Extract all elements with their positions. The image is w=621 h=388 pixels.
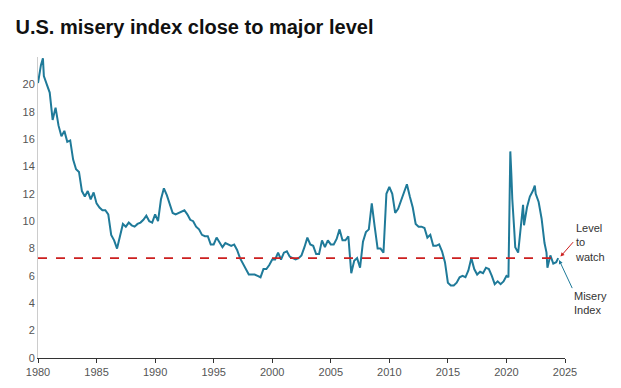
svg-text:0: 0 [29,352,35,364]
svg-text:2005: 2005 [319,366,343,378]
svg-text:2015: 2015 [436,366,460,378]
svg-text:2010: 2010 [377,366,401,378]
svg-text:4: 4 [29,297,35,309]
svg-text:Leveltowatch: Leveltowatch [575,222,605,263]
svg-text:U.S. misery index close to maj: U.S. misery index close to major level [16,16,374,38]
svg-text:12: 12 [23,188,35,200]
svg-text:6: 6 [29,270,35,282]
svg-text:14: 14 [23,160,35,172]
svg-text:2: 2 [29,324,35,336]
svg-text:1985: 1985 [84,366,108,378]
svg-text:1980: 1980 [26,366,50,378]
svg-text:8: 8 [29,242,35,254]
svg-text:2020: 2020 [494,366,518,378]
svg-text:1990: 1990 [143,366,167,378]
svg-text:20: 20 [23,78,35,90]
svg-text:10: 10 [23,215,35,227]
svg-text:2000: 2000 [260,366,284,378]
svg-text:2025: 2025 [553,366,577,378]
svg-text:1995: 1995 [201,366,225,378]
svg-text:16: 16 [23,133,35,145]
svg-text:18: 18 [23,106,35,118]
svg-text:MiseryIndex: MiseryIndex [574,290,607,316]
